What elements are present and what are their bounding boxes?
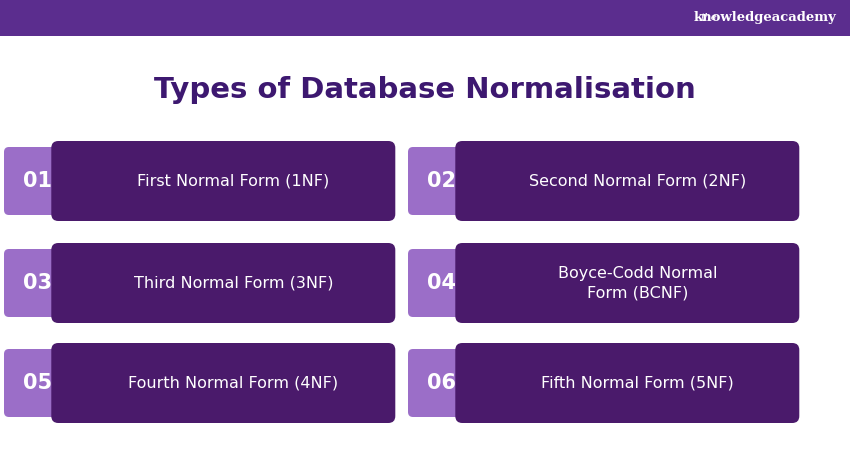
Text: 06: 06	[428, 373, 456, 393]
FancyBboxPatch shape	[456, 243, 799, 323]
FancyBboxPatch shape	[4, 249, 72, 317]
Text: the: the	[700, 14, 717, 22]
Text: 05: 05	[24, 373, 53, 393]
FancyBboxPatch shape	[51, 141, 395, 221]
Text: Types of Database Normalisation: Types of Database Normalisation	[154, 76, 696, 104]
Text: knowledgeacademy: knowledgeacademy	[693, 12, 836, 24]
Text: 01: 01	[24, 171, 53, 191]
Text: Second Normal Form (2NF): Second Normal Form (2NF)	[529, 174, 746, 189]
FancyBboxPatch shape	[51, 243, 395, 323]
Text: Fifth Normal Form (5NF): Fifth Normal Form (5NF)	[541, 375, 734, 391]
FancyBboxPatch shape	[408, 147, 476, 215]
FancyBboxPatch shape	[456, 343, 799, 423]
FancyBboxPatch shape	[408, 349, 476, 417]
FancyBboxPatch shape	[4, 147, 72, 215]
Text: Third Normal Form (3NF): Third Normal Form (3NF)	[133, 275, 333, 291]
Text: Fourth Normal Form (4NF): Fourth Normal Form (4NF)	[128, 375, 338, 391]
FancyBboxPatch shape	[51, 343, 395, 423]
Text: Boyce-Codd Normal
Form (BCNF): Boyce-Codd Normal Form (BCNF)	[558, 266, 717, 301]
FancyBboxPatch shape	[456, 141, 799, 221]
FancyBboxPatch shape	[408, 249, 476, 317]
Text: 04: 04	[428, 273, 456, 293]
Text: First Normal Form (1NF): First Normal Form (1NF)	[137, 174, 330, 189]
FancyBboxPatch shape	[0, 0, 850, 36]
Text: 03: 03	[24, 273, 53, 293]
Text: 02: 02	[428, 171, 456, 191]
FancyBboxPatch shape	[4, 349, 72, 417]
